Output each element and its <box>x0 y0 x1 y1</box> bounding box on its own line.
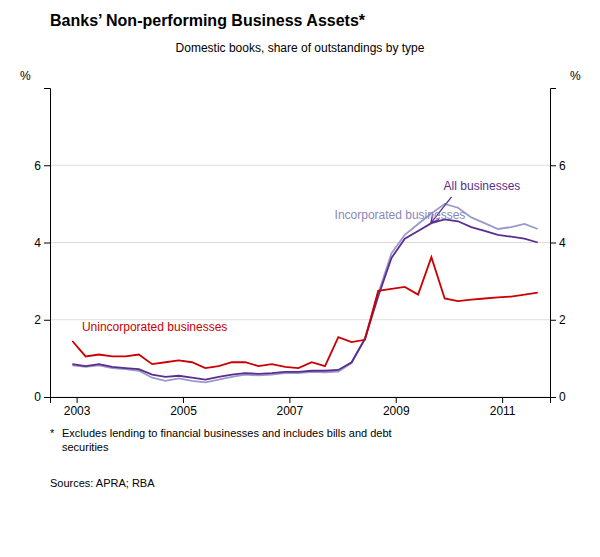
axis-line <box>51 398 551 404</box>
annotation: Unincorporated businesses <box>82 320 227 334</box>
tick: 2011 <box>490 397 516 418</box>
chart: Banks’ Non-performing Business Assets* Do… <box>0 0 600 557</box>
footnote-marker: * <box>50 427 55 439</box>
grid-line <box>50 242 550 243</box>
annotation: All businesses <box>444 179 521 193</box>
tick: 2 <box>550 313 566 327</box>
tick-mark <box>44 243 50 244</box>
tick-label: 4 <box>559 236 566 250</box>
source: Sources: APRA; RBA <box>50 477 155 489</box>
tick-mark <box>44 320 50 321</box>
grid-line <box>50 165 550 166</box>
tick: 2007 <box>277 397 304 418</box>
grid <box>50 165 550 397</box>
tick: 2 <box>34 313 50 327</box>
tick-label: 2003 <box>64 404 91 418</box>
tick-mark <box>396 397 397 403</box>
annotation: Incorporated businesses <box>335 208 466 222</box>
tick-label: 4 <box>34 236 41 250</box>
plot: 2003 2005 2007 2009 2011 0 2 4 6 0 2 4 6 All business… <box>34 89 566 418</box>
tick: 2005 <box>170 397 197 418</box>
tick-label: 2005 <box>170 404 197 418</box>
tick-label: 0 <box>559 390 566 404</box>
tick-mark <box>550 165 556 166</box>
tick-label: 0 <box>34 390 41 404</box>
tick-mark <box>550 243 556 244</box>
tick-mark <box>44 165 50 166</box>
tick-mark <box>550 320 556 321</box>
lines <box>72 204 537 382</box>
series-line <box>72 219 537 379</box>
annotations: All businesses Incorporated businesses Uni… <box>82 179 520 333</box>
series-line <box>72 257 537 368</box>
axis-line <box>44 89 51 398</box>
tick-label: 2009 <box>383 404 410 418</box>
tick-mark <box>289 397 290 403</box>
footnote: Excludes lending to financial businesses… <box>62 427 392 453</box>
tick-label: 6 <box>34 159 41 173</box>
series-line <box>72 204 537 382</box>
tick: 6 <box>550 159 566 173</box>
tick: 0 <box>550 390 566 404</box>
y2-axis: 0 2 4 6 <box>550 89 566 405</box>
tick-mark <box>550 397 556 398</box>
tick-label: 2011 <box>490 404 516 418</box>
y-axis: 0 2 4 6 <box>34 89 50 405</box>
tick: 2003 <box>64 397 91 418</box>
subtitle: Domestic books, share of outstandings by… <box>176 41 425 55</box>
tick-mark <box>502 397 503 403</box>
tick-label: 6 <box>559 159 566 173</box>
tick: 4 <box>34 236 50 250</box>
tick-mark <box>44 397 50 398</box>
tick-label: 2 <box>34 313 41 327</box>
tick-mark <box>183 397 184 403</box>
y-axis-label: % <box>20 69 31 83</box>
tick: 2009 <box>383 397 410 418</box>
x-axis: 2003 2005 2007 2009 2011 <box>51 397 551 418</box>
title: Banks’ Non-performing Business Assets* <box>50 12 366 29</box>
tick-label: 2 <box>559 313 566 327</box>
tick-mark <box>77 397 78 403</box>
tick-label: 2007 <box>277 404 304 418</box>
axis-line <box>551 89 557 398</box>
y2-axis-label: % <box>570 69 581 83</box>
tick: 6 <box>34 159 50 173</box>
tick: 4 <box>550 236 566 250</box>
tick: 0 <box>34 390 50 404</box>
